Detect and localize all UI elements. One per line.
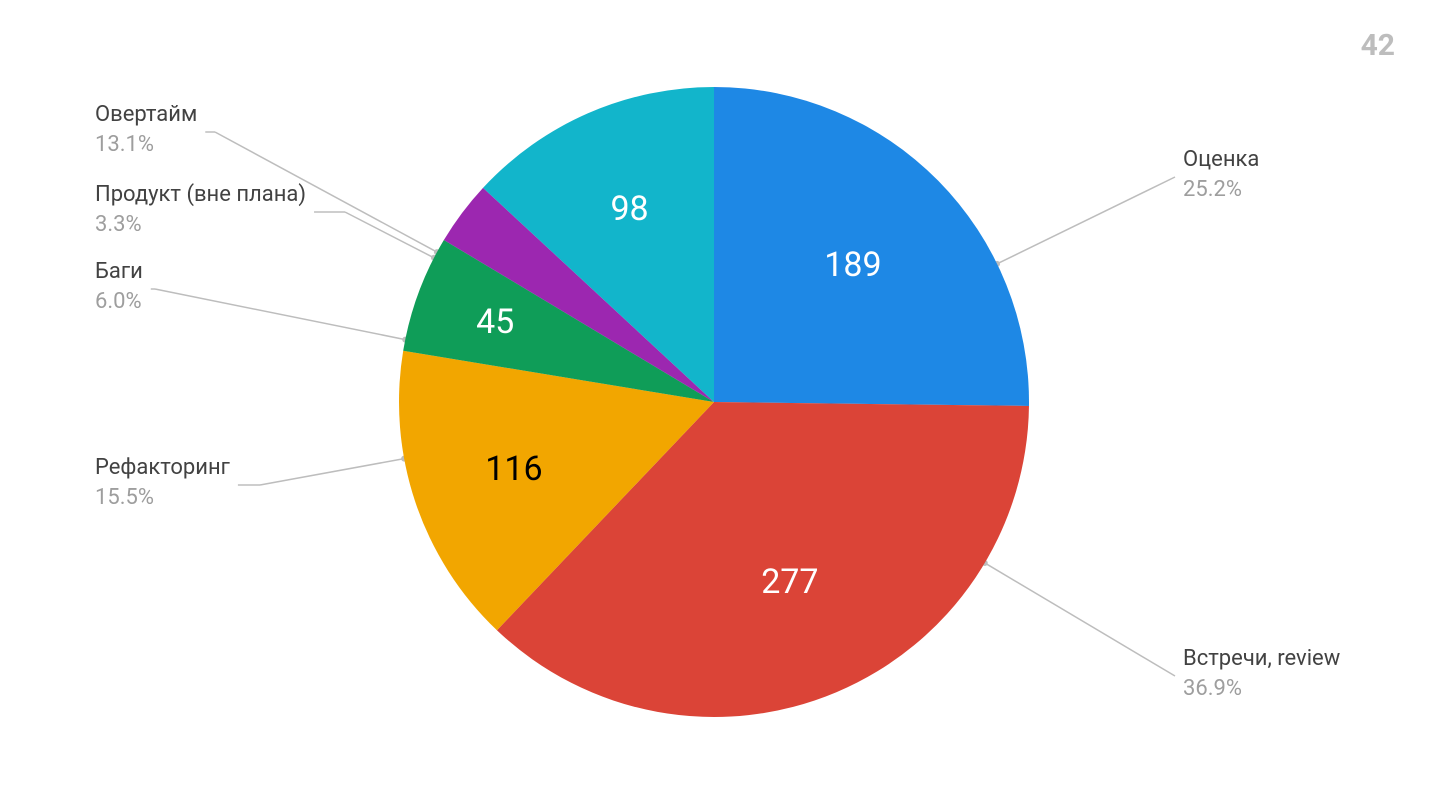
slice-name: Продукт (вне плана) xyxy=(95,180,306,210)
slice-callout: Овертайм13.1% xyxy=(95,100,197,159)
slice-percent: 25.2% xyxy=(1183,175,1259,205)
slice-callout: Баги6.0% xyxy=(95,257,143,316)
leader-line xyxy=(985,563,1175,676)
slice-name: Овертайм xyxy=(95,100,197,130)
slice-value: 45 xyxy=(476,302,514,342)
leader-line xyxy=(155,289,405,340)
slice-value: 98 xyxy=(610,189,648,229)
leader-line xyxy=(260,459,404,485)
slice-percent: 36.9% xyxy=(1183,674,1340,704)
slice-name: Рефакторинг xyxy=(95,453,230,483)
slice-callout: Оценка25.2% xyxy=(1183,145,1259,204)
slice-percent: 6.0% xyxy=(95,287,143,317)
slice-value: 277 xyxy=(761,562,818,602)
slice-value: 116 xyxy=(485,449,542,489)
leader-line xyxy=(345,212,434,258)
slice-callout: Рефакторинг15.5% xyxy=(95,453,230,512)
slice-name: Оценка xyxy=(1183,145,1259,175)
slice-name: Баги xyxy=(95,257,143,287)
slice-value: 189 xyxy=(824,245,881,285)
slice-percent: 15.5% xyxy=(95,483,230,513)
slice-percent: 13.1% xyxy=(95,130,197,160)
slice-name: Встречи, review xyxy=(1183,644,1340,674)
slice-callout: Продукт (вне плана)3.3% xyxy=(95,180,306,239)
slice-callout: Встречи, review36.9% xyxy=(1183,644,1340,703)
slice-percent: 3.3% xyxy=(95,210,306,240)
leader-line xyxy=(997,177,1175,264)
